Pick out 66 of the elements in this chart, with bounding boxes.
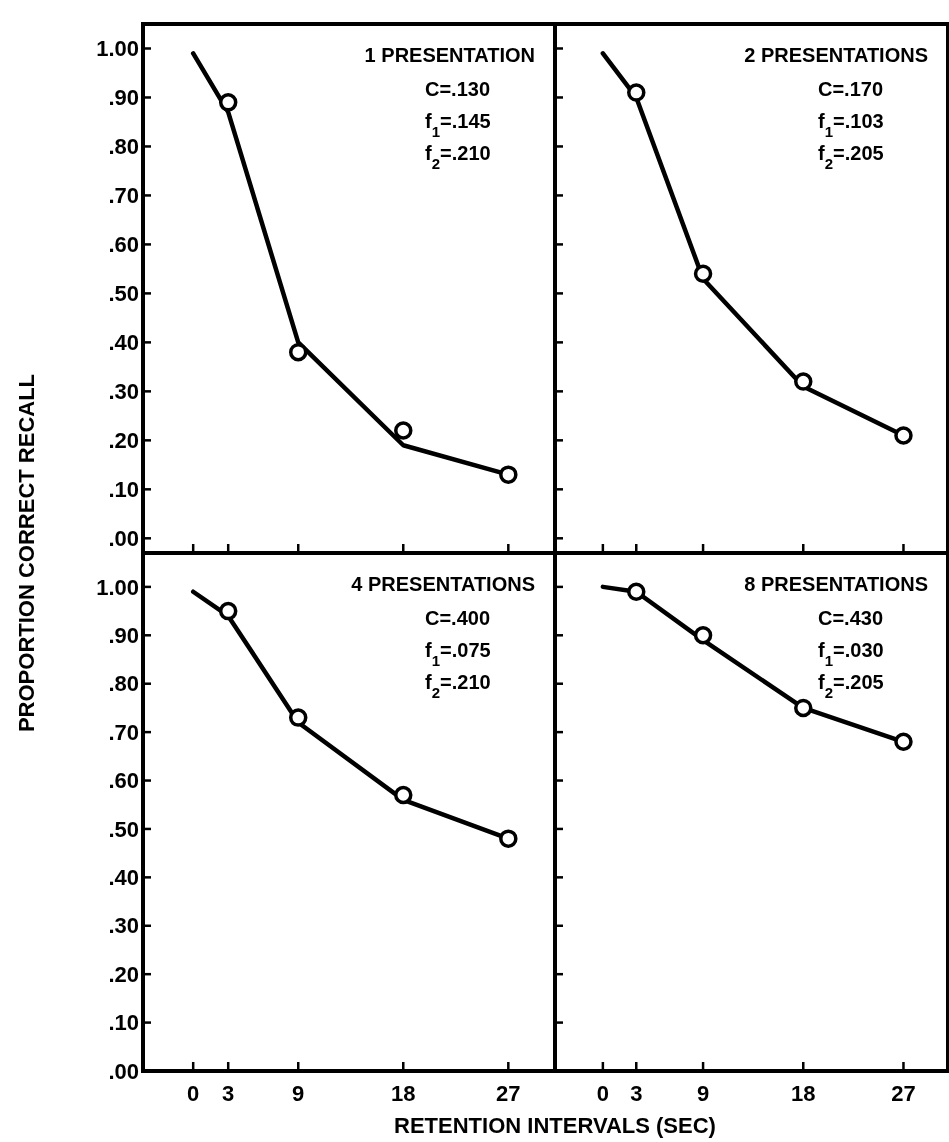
y-tick-label: 1.00 — [96, 574, 139, 600]
x-axis-title: RETENTION INTERVALS (SEC) — [394, 1113, 716, 1138]
x-tick-label: 27 — [496, 1081, 521, 1106]
y-tick-label: .50 — [108, 816, 139, 842]
point — [627, 83, 646, 102]
x-tick-label: 27 — [891, 1081, 916, 1106]
point — [794, 372, 813, 391]
y-tick-label: .00 — [108, 1058, 139, 1084]
y-tick-label: .20 — [108, 428, 139, 454]
text: 8 PRESENTATIONS — [744, 573, 928, 595]
x-tick-label: 9 — [292, 1081, 305, 1106]
y-tick-label: .70 — [108, 719, 139, 745]
y-tick-label: .90 — [108, 85, 139, 111]
point — [288, 708, 308, 727]
point — [693, 264, 713, 284]
annotation: C=.170 — [818, 78, 884, 100]
x-tick-label: 18 — [391, 1081, 416, 1106]
point — [288, 342, 308, 362]
text: 4 PRESENTATIONS — [351, 573, 535, 595]
y-tick-label: 1.00 — [96, 36, 139, 62]
y-tick-label: .40 — [108, 865, 139, 891]
y-tick-label: .60 — [108, 768, 139, 794]
y-tick-label: .70 — [108, 183, 139, 209]
point — [499, 465, 518, 484]
annotation: C=.400 — [425, 607, 491, 629]
point — [794, 698, 813, 718]
annotation: f$_{1}$=.030 — [818, 639, 884, 669]
text: 2 PRESENTATIONS — [744, 44, 928, 66]
x-tick-label: 9 — [696, 1081, 710, 1106]
x-tick-label: 0 — [596, 1081, 609, 1106]
y-tick-label: .00 — [108, 526, 139, 552]
point — [894, 732, 913, 752]
y-tick-label: .40 — [108, 330, 139, 356]
point — [627, 582, 646, 601]
y-tick-label: .10 — [108, 1010, 139, 1036]
y-tick-label: .60 — [108, 232, 139, 258]
annotation: f$_{2}$=.205 — [818, 671, 884, 701]
y-tick-label: .30 — [108, 913, 139, 939]
point — [394, 785, 413, 805]
point — [693, 626, 713, 645]
y-tick-label: .10 — [108, 477, 139, 503]
annotation: f$_{2}$=.205 — [818, 142, 884, 172]
y-tick-label: .30 — [108, 379, 139, 405]
text: 1 PRESENTATION — [364, 44, 535, 66]
x-tick-label: 3 — [222, 1081, 235, 1106]
annotation: C=.430 — [818, 607, 884, 629]
y-tick-label: .80 — [108, 671, 139, 697]
y-tick-label: .80 — [108, 134, 139, 160]
annotation: C=.130 — [425, 78, 491, 100]
point — [394, 421, 413, 440]
x-tick-label: 0 — [187, 1081, 200, 1106]
y-axis-title: PROPORTION CORRECT RECALL — [14, 373, 39, 733]
x-tick-label: 18 — [791, 1081, 816, 1106]
annotation: f$_{2}$=.210 — [425, 671, 491, 701]
point — [218, 601, 238, 621]
point — [218, 93, 238, 112]
annotation: f$_{1}$=.075 — [425, 639, 491, 669]
y-tick-label: .50 — [108, 281, 139, 307]
annotation: f$_{1}$=.103 — [818, 110, 884, 140]
x-tick-label: 3 — [630, 1081, 643, 1106]
y-tick-label: .90 — [108, 623, 139, 648]
annotation: f$_{2}$=.210 — [425, 142, 491, 172]
y-tick-label: .20 — [108, 961, 139, 987]
annotation: f$_{1}$=.145 — [425, 110, 491, 140]
point — [499, 829, 518, 848]
point — [894, 426, 913, 445]
